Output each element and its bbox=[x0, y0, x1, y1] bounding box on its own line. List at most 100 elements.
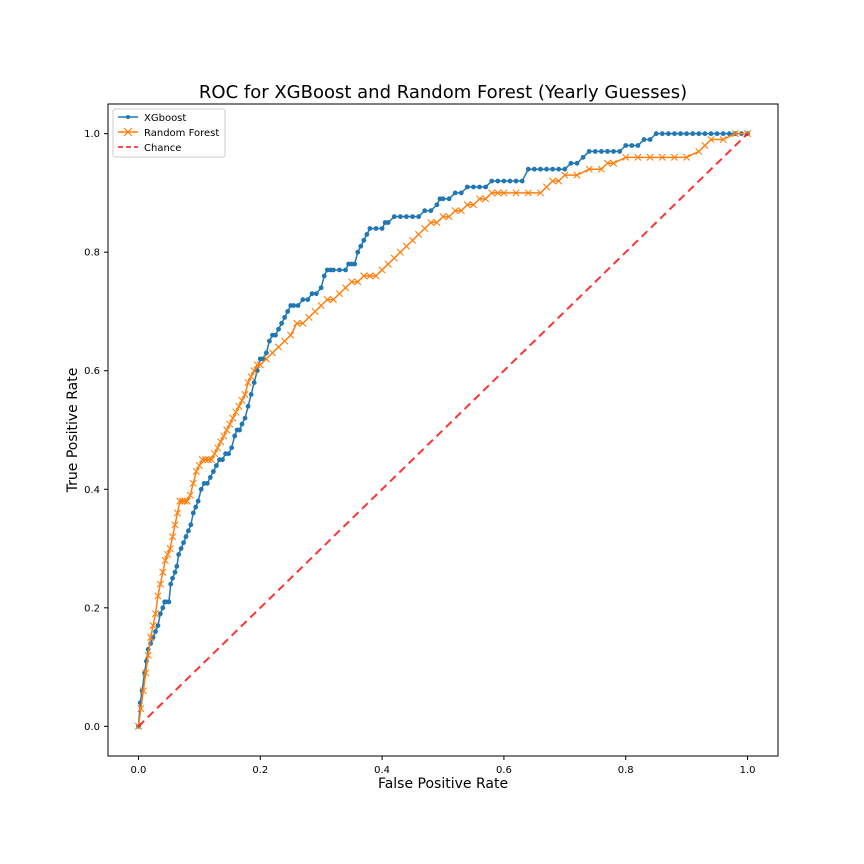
data-point bbox=[402, 242, 411, 250]
data-point bbox=[714, 131, 720, 137]
data-point bbox=[154, 592, 162, 600]
data-point bbox=[580, 154, 586, 160]
data-point bbox=[279, 320, 284, 326]
data-point bbox=[276, 326, 281, 332]
legend: XGboost Random Forest Chance bbox=[112, 108, 226, 158]
data-point bbox=[232, 408, 240, 416]
y-axis-label: True Positive Rate bbox=[65, 368, 81, 494]
data-point bbox=[410, 214, 415, 220]
data-point bbox=[678, 131, 683, 137]
data-point bbox=[416, 214, 422, 220]
data-point bbox=[305, 297, 311, 302]
data-point bbox=[229, 414, 237, 422]
y-axis: 0.0 0.2 0.4 0.6 0.8 1.0 bbox=[84, 129, 108, 733]
data-point bbox=[171, 521, 179, 529]
data-point bbox=[428, 208, 434, 214]
data-point bbox=[513, 178, 519, 184]
data-point bbox=[343, 267, 348, 273]
data-point bbox=[195, 498, 201, 504]
data-point bbox=[263, 350, 269, 356]
data-point bbox=[251, 380, 257, 385]
data-point bbox=[469, 201, 478, 209]
data-point bbox=[186, 528, 191, 534]
data-point bbox=[244, 378, 252, 387]
data-point bbox=[641, 137, 647, 142]
data-point bbox=[385, 220, 391, 225]
data-point bbox=[646, 153, 654, 161]
data-point bbox=[164, 550, 172, 559]
data-point bbox=[573, 171, 581, 179]
data-point bbox=[168, 581, 174, 587]
data-point bbox=[452, 190, 458, 196]
data-point bbox=[702, 131, 708, 137]
data-point bbox=[161, 556, 169, 564]
data-point bbox=[268, 349, 277, 357]
data-point bbox=[659, 131, 665, 137]
data-point bbox=[348, 278, 356, 286]
data-point bbox=[147, 633, 155, 642]
data-point bbox=[635, 143, 641, 148]
data-point bbox=[658, 153, 666, 161]
series-layer bbox=[134, 130, 752, 730]
data-point bbox=[341, 284, 350, 292]
x-axis: 0.0 0.2 0.4 0.6 0.8 1.0 bbox=[131, 756, 756, 776]
data-point bbox=[384, 260, 392, 268]
data-point bbox=[168, 533, 177, 541]
data-point bbox=[562, 166, 568, 172]
data-point bbox=[174, 563, 180, 569]
data-point bbox=[295, 303, 301, 308]
x-tick-label: 0.0 bbox=[131, 765, 147, 776]
y-tick-label: 0.8 bbox=[84, 248, 100, 259]
data-point bbox=[605, 149, 610, 154]
y-tick-label: 0.4 bbox=[84, 485, 100, 496]
data-point bbox=[282, 314, 288, 320]
data-point bbox=[211, 450, 219, 458]
data-point bbox=[464, 184, 470, 190]
data-point bbox=[597, 165, 605, 173]
y-tick-label: 1.0 bbox=[84, 129, 100, 140]
data-point bbox=[159, 568, 167, 576]
legend-marker-xgboost bbox=[126, 115, 130, 119]
data-point bbox=[422, 208, 428, 214]
data-point bbox=[634, 153, 642, 161]
data-point bbox=[609, 159, 618, 167]
data-point bbox=[207, 475, 213, 480]
data-point bbox=[404, 214, 409, 220]
data-point bbox=[262, 355, 270, 363]
data-point bbox=[603, 159, 612, 167]
data-point bbox=[235, 402, 243, 410]
data-point bbox=[300, 297, 306, 302]
y-tick-label: 0.6 bbox=[84, 366, 100, 377]
data-point bbox=[190, 510, 196, 516]
data-point bbox=[586, 149, 592, 154]
data-point bbox=[684, 131, 690, 137]
data-point bbox=[186, 491, 194, 499]
data-point bbox=[149, 622, 157, 630]
data-point bbox=[519, 178, 525, 184]
legend-label-random-forest: Random Forest bbox=[144, 128, 219, 139]
data-point bbox=[311, 307, 319, 316]
data-point bbox=[364, 232, 370, 237]
data-point bbox=[555, 177, 563, 185]
data-point bbox=[696, 131, 702, 137]
legend-label-xgboost: XGboost bbox=[144, 113, 186, 124]
data-point bbox=[373, 226, 379, 231]
data-point bbox=[226, 420, 234, 428]
data-point bbox=[273, 332, 278, 338]
data-point bbox=[181, 540, 186, 546]
data-point bbox=[463, 201, 471, 209]
data-point bbox=[217, 438, 225, 446]
data-point bbox=[144, 651, 152, 659]
data-point bbox=[299, 319, 307, 327]
data-point bbox=[176, 552, 182, 557]
data-point bbox=[556, 166, 562, 172]
data-point bbox=[178, 546, 184, 551]
data-point bbox=[611, 149, 616, 154]
x-tick-label: 1.0 bbox=[740, 765, 756, 776]
data-point bbox=[241, 390, 249, 399]
data-point bbox=[397, 214, 403, 220]
data-point bbox=[181, 497, 189, 505]
x-tick-label: 0.2 bbox=[252, 765, 268, 776]
data-point bbox=[245, 403, 251, 409]
